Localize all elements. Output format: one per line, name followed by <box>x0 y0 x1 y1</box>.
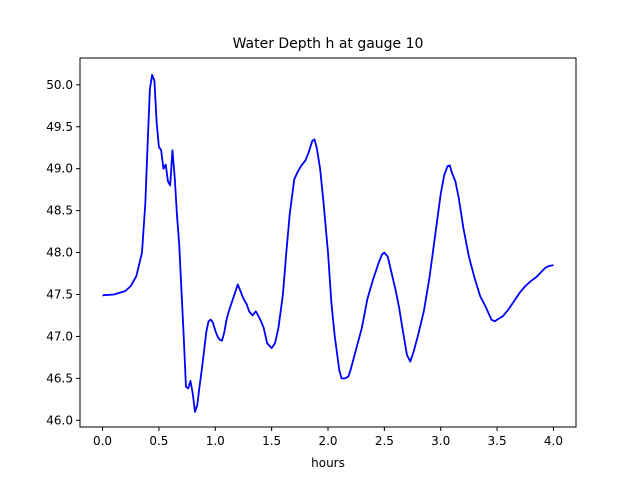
y-tick-label: 50.0 <box>46 78 73 92</box>
y-tick-label: 48.0 <box>46 246 73 260</box>
x-tick-label: 4.0 <box>544 434 563 448</box>
axes-frame <box>79 57 577 428</box>
x-tick-label: 2.5 <box>375 434 394 448</box>
series-line-0 <box>102 73 554 413</box>
y-axis-ticks: 46.0 46.5 47.0 47.5 48.0 48.5 49.0 49.5 50.0 <box>46 78 80 427</box>
plot-area <box>102 73 554 413</box>
y-tick-label: 46.5 <box>46 371 73 385</box>
x-tick-label: 1.0 <box>206 434 225 448</box>
y-tick-label: 48.5 <box>46 204 73 218</box>
x-tick-label: 0.0 <box>93 434 112 448</box>
y-tick-label: 47.5 <box>46 287 73 301</box>
chart-title: Water Depth h at gauge 10 <box>233 36 424 52</box>
x-tick-label: 3.5 <box>488 434 507 448</box>
y-tick-label: 47.0 <box>46 329 73 343</box>
x-axis-ticks: 0.0 0.5 1.0 1.5 2.0 2.5 3.0 3.5 4.0 <box>93 427 563 448</box>
x-tick-label: 2.0 <box>318 434 337 448</box>
y-tick-label: 49.5 <box>46 120 73 134</box>
x-tick-label: 1.5 <box>262 434 281 448</box>
x-tick-label: 3.0 <box>431 434 450 448</box>
x-axis-label: hours <box>311 456 345 470</box>
x-tick-label: 0.5 <box>149 434 168 448</box>
y-tick-label: 49.0 <box>46 162 73 176</box>
y-tick-label: 46.0 <box>46 413 73 427</box>
